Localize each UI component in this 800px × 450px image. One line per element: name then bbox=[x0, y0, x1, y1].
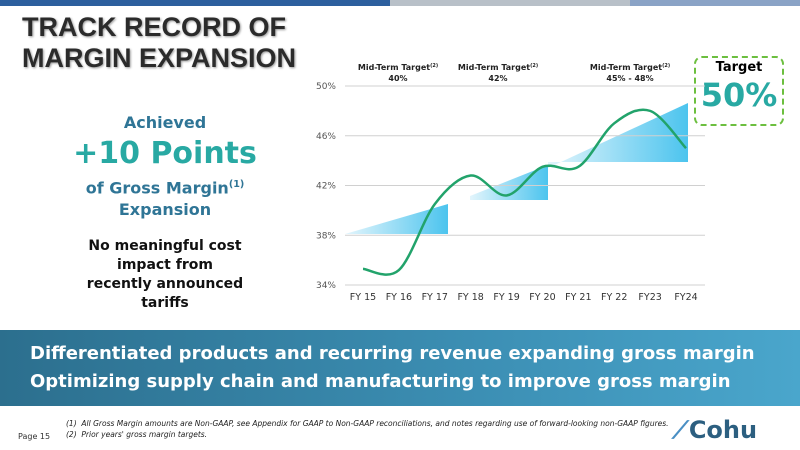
logo-text: Cohu bbox=[688, 416, 758, 444]
footnote-ref: (2) bbox=[530, 63, 538, 69]
annotation-title: Mid-Term Target(2) bbox=[358, 63, 438, 72]
y-tick-label: 46% bbox=[316, 132, 336, 142]
y-tick-label: 34% bbox=[316, 281, 336, 291]
banner-line: Differentiated products and recurring re… bbox=[30, 343, 755, 364]
x-tick-label: FY 18 bbox=[457, 292, 483, 303]
slide-title: TRACK RECORD OF MARGIN EXPANSION bbox=[22, 12, 296, 74]
fn-marker: (1) bbox=[66, 419, 77, 428]
footnote-ref: (2) bbox=[430, 63, 438, 69]
y-tick-label: 50% bbox=[316, 82, 336, 92]
tariff-note: No meaningful cost impact from recently … bbox=[86, 238, 244, 312]
annotation-label: 45% - 48% bbox=[606, 74, 653, 83]
fn-text: All Gross Margin amounts are Non-GAAP, s… bbox=[81, 419, 669, 428]
x-tick-label: FY 15 bbox=[350, 292, 376, 303]
x-tick-label: FY 22 bbox=[601, 292, 627, 303]
x-tick-label: FY23 bbox=[638, 292, 661, 303]
annotation-title-text: Mid-Term Target bbox=[590, 63, 662, 72]
footnote-ref: (1) bbox=[228, 179, 245, 190]
annotation-label: 40% bbox=[388, 74, 407, 83]
logo: ⟋Cohu bbox=[672, 416, 758, 444]
highlight: Achieved +10 Points of Gross Margin(1) E… bbox=[55, 112, 275, 313]
x-tick-label: FY 16 bbox=[386, 292, 412, 303]
line bbox=[362, 108, 687, 276]
x-tick-label: FY 20 bbox=[529, 292, 555, 303]
achieved: Achieved bbox=[123, 113, 207, 132]
expansion: Expansion bbox=[118, 200, 212, 220]
y-tick-label: 38% bbox=[316, 231, 336, 241]
x-tick-label: FY 17 bbox=[422, 292, 448, 303]
title-line: TRACK RECORD OF bbox=[22, 12, 286, 42]
target-box: Target 50% bbox=[694, 56, 784, 126]
y-tick-label: 42% bbox=[316, 182, 336, 192]
points: +10 Points bbox=[73, 136, 257, 171]
fn-marker: (2) bbox=[66, 430, 77, 439]
annotation-title-text: Mid-Term Target bbox=[358, 63, 430, 72]
annotation-title: Mid-Term Target(2) bbox=[590, 63, 670, 72]
annotation-title: Mid-Term Target(2) bbox=[458, 63, 538, 72]
top-bar bbox=[0, 0, 800, 6]
annotation-title-text: Mid-Term Target bbox=[458, 63, 530, 72]
banner: Differentiated products and recurring re… bbox=[0, 330, 800, 406]
x-tick-label: FY 21 bbox=[565, 292, 591, 303]
title-line: MARGIN EXPANSION bbox=[22, 43, 297, 73]
annotation-label: 42% bbox=[488, 74, 507, 83]
banner-line: Optimizing supply chain and manufacturin… bbox=[30, 371, 731, 392]
target-title: Target bbox=[715, 60, 763, 75]
footnotes: (1) All Gross Margin amounts are Non-GAA… bbox=[66, 418, 669, 440]
margin-text: of Gross Margin bbox=[85, 178, 229, 198]
target-wedge bbox=[470, 165, 548, 200]
fn-text: Prior years' gross margin targets. bbox=[81, 430, 208, 439]
target-value: 50% bbox=[700, 76, 778, 114]
x-tick-label: FY 19 bbox=[493, 292, 519, 303]
page-number: Page 15 bbox=[18, 432, 51, 441]
footnote-ref: (2) bbox=[662, 63, 670, 69]
x-tick-label: FY24 bbox=[674, 292, 697, 303]
chart: 34% 38% 42% 46% 50% FY 15 FY 16 FY 17 FY 18 FY 19… bbox=[316, 63, 705, 303]
